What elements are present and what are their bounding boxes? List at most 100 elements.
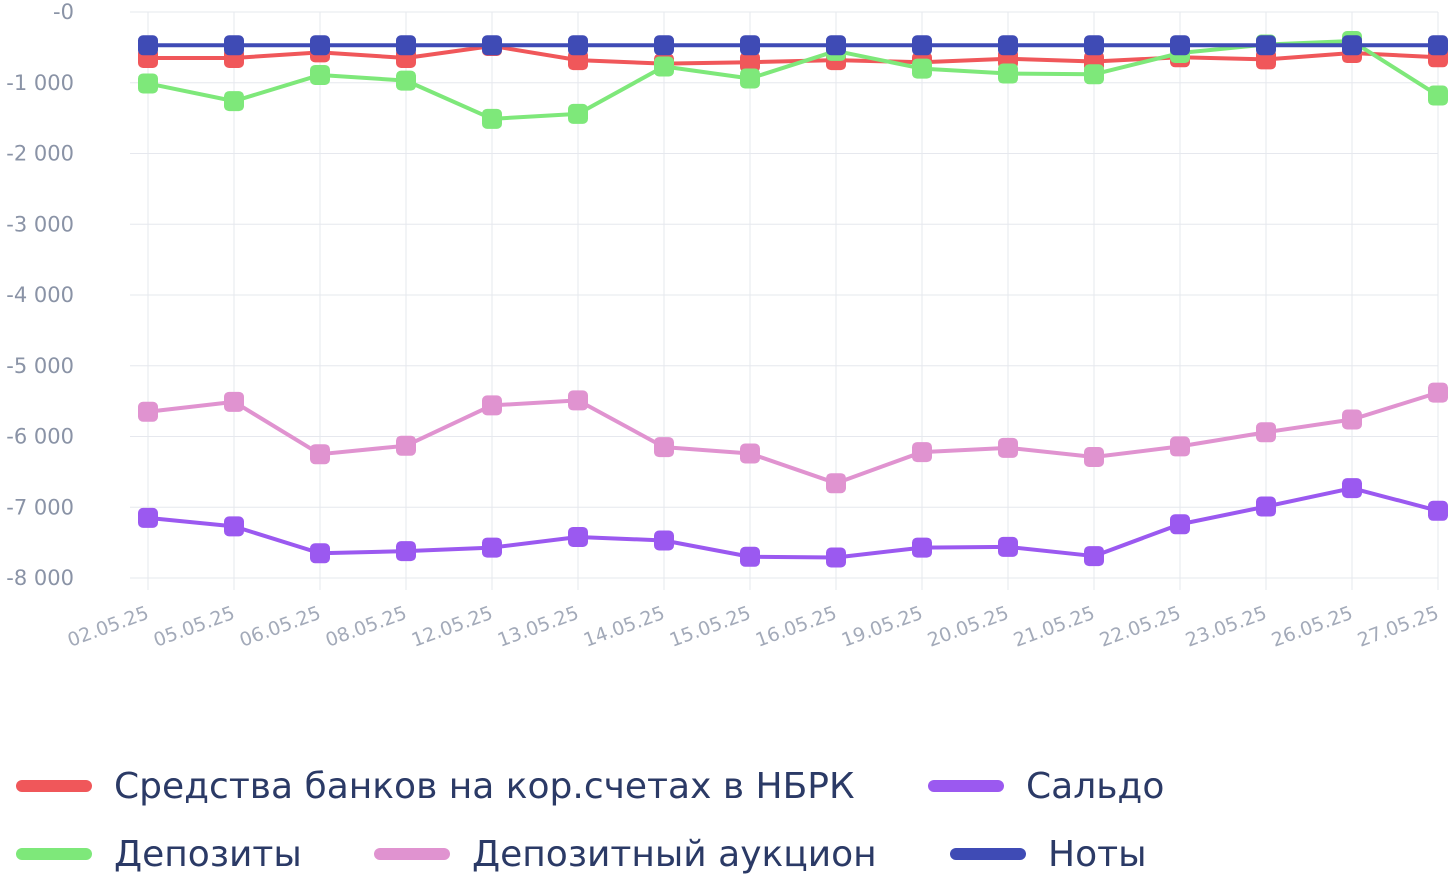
data-point (310, 35, 330, 56)
data-point (654, 437, 674, 458)
data-point (1084, 64, 1104, 85)
data-point (568, 35, 588, 56)
data-point (654, 530, 674, 551)
data-point (1428, 85, 1448, 106)
y-tick-label: -3 000 (6, 212, 74, 236)
data-point (310, 543, 330, 564)
x-axis: 02.05.2505.05.2506.05.2508.05.2512.05.25… (65, 602, 1442, 652)
data-point (396, 541, 416, 562)
series-1 (138, 478, 1448, 568)
data-point (1256, 422, 1276, 443)
y-tick-label: -6 000 (6, 425, 74, 449)
series-line (146, 390, 1440, 486)
series-layer (138, 31, 1448, 568)
data-point (1170, 514, 1190, 535)
data-point (482, 108, 502, 129)
x-tick-label: 27.05.25 (1355, 602, 1442, 652)
data-point (740, 68, 760, 89)
series-line (146, 39, 1440, 121)
data-point (1084, 35, 1104, 56)
x-tick-label: 05.05.25 (151, 602, 238, 652)
data-point (224, 391, 244, 412)
data-point (138, 35, 158, 56)
y-tick-label: -4 000 (6, 283, 74, 307)
y-tick-label: -2 000 (6, 142, 74, 166)
x-tick-label: 13.05.25 (495, 602, 582, 652)
data-point (826, 547, 846, 568)
x-tick-label: 15.05.25 (667, 602, 754, 652)
data-point (912, 35, 932, 56)
series-0 (138, 35, 1448, 74)
data-point (568, 103, 588, 124)
x-tick-label: 02.05.25 (65, 602, 152, 652)
data-point (1342, 478, 1362, 499)
y-tick-label: -7 000 (6, 495, 74, 519)
y-tick-label: -1 000 (6, 71, 74, 95)
legend-label: Средства банков на кор.счетах в НБРК (114, 765, 855, 807)
data-point (568, 526, 588, 547)
data-point (1170, 436, 1190, 457)
data-point (740, 443, 760, 464)
data-point (224, 516, 244, 537)
data-point (482, 395, 502, 416)
line-chart: -0 -1 000 -2 000 -3 000 -4 000 -5 000 -6 000 -7… (6, 0, 1448, 652)
data-point (482, 537, 502, 558)
data-point (1084, 447, 1104, 468)
data-point (998, 437, 1018, 458)
data-point (826, 473, 846, 494)
x-tick-label: 16.05.25 (753, 602, 840, 652)
data-point (138, 507, 158, 528)
x-tick-label: 26.05.25 (1269, 602, 1356, 652)
data-point (224, 91, 244, 112)
series-4 (138, 35, 1448, 56)
x-tick-label: 22.05.25 (1097, 602, 1184, 652)
data-point (912, 537, 932, 558)
data-point (310, 444, 330, 465)
legend-item-korschet[interactable]: Средства банков на кор.счетах в НБРК (16, 756, 855, 816)
data-point (396, 35, 416, 56)
legend-label: Депозиты (114, 833, 302, 875)
legend-swatch-korschet (16, 780, 92, 792)
legend-item-saldo[interactable]: Сальдо (928, 756, 1164, 816)
data-point (998, 63, 1018, 84)
x-tick-label: 20.05.25 (925, 602, 1012, 652)
data-point (912, 442, 932, 463)
y-axis: -0 -1 000 -2 000 -3 000 -4 000 -5 000 -6 000 -7… (6, 0, 74, 590)
data-point (224, 35, 244, 56)
data-point (310, 64, 330, 85)
data-point (1428, 500, 1448, 521)
data-point (482, 35, 502, 56)
legend-swatch-noty (950, 848, 1026, 860)
data-point (1170, 35, 1190, 56)
data-point (998, 536, 1018, 557)
legend: Средства банков на кор.счетах в НБРК Сал… (0, 752, 1456, 875)
y-tick-label: -5 000 (6, 354, 74, 378)
data-point (1342, 35, 1362, 56)
series-3 (138, 382, 1448, 494)
data-point (912, 58, 932, 79)
x-tick-label: 08.05.25 (323, 602, 410, 652)
legend-item-noty[interactable]: Ноты (950, 824, 1147, 884)
data-point (998, 35, 1018, 56)
data-point (740, 52, 760, 73)
legend-item-auction[interactable]: Депозитный аукцион (374, 824, 877, 884)
y-tick-label: -0 (53, 0, 74, 24)
data-point (1428, 35, 1448, 56)
legend-swatch-saldo (928, 780, 1004, 792)
legend-label: Ноты (1048, 833, 1147, 875)
data-point (1256, 496, 1276, 517)
y-tick-label: -8 000 (6, 566, 74, 590)
x-tick-label: 14.05.25 (581, 602, 668, 652)
legend-item-depozity[interactable]: Депозиты (16, 824, 302, 884)
data-point (138, 401, 158, 422)
x-tick-label: 12.05.25 (409, 602, 496, 652)
x-tick-label: 23.05.25 (1183, 602, 1270, 652)
data-point (568, 390, 588, 411)
data-point (826, 35, 846, 56)
data-point (654, 35, 674, 56)
data-point (138, 73, 158, 94)
data-point (1256, 35, 1276, 56)
x-tick-label: 21.05.25 (1011, 602, 1098, 652)
data-point (396, 435, 416, 456)
grid (130, 11, 1439, 590)
